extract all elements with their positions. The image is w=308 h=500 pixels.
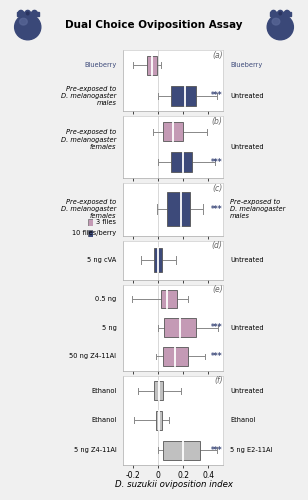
Bar: [163, 440, 200, 460]
Text: 50 ng Z4-11Al: 50 ng Z4-11Al: [69, 354, 116, 360]
Text: (b): (b): [212, 117, 223, 126]
Text: Pre-exposed to
D. melanogaster
males: Pre-exposed to D. melanogaster males: [230, 198, 286, 220]
Text: Untreated: Untreated: [230, 324, 264, 330]
Ellipse shape: [267, 14, 294, 40]
Text: Dual Choice Oviposition Assay: Dual Choice Oviposition Assay: [65, 20, 243, 30]
Text: D. suzukii oviposition index: D. suzukii oviposition index: [115, 480, 233, 489]
Text: Untreated: Untreated: [230, 144, 264, 150]
Ellipse shape: [15, 14, 41, 40]
Bar: [155, 381, 163, 400]
Bar: [155, 248, 162, 272]
Text: Untreated: Untreated: [230, 388, 264, 394]
Bar: [270, 12, 291, 16]
Text: (a): (a): [212, 50, 223, 59]
Text: ***: ***: [211, 446, 223, 454]
Text: Blueberry: Blueberry: [84, 62, 116, 68]
Ellipse shape: [20, 18, 27, 25]
Text: 5 ng cVA: 5 ng cVA: [87, 257, 116, 263]
Text: Ethanol: Ethanol: [91, 418, 116, 424]
Text: Pre-exposed to
D. melanogaster
females: Pre-exposed to D. melanogaster females: [61, 198, 116, 220]
Bar: [171, 86, 196, 106]
Text: ***: ***: [211, 323, 223, 332]
Text: Ethanol: Ethanol: [91, 388, 116, 394]
Text: 0.5 ng: 0.5 ng: [95, 296, 116, 302]
Bar: [17, 12, 38, 16]
Ellipse shape: [272, 18, 280, 25]
Circle shape: [278, 10, 283, 16]
Bar: [156, 411, 162, 430]
Text: 3 flies: 3 flies: [96, 220, 116, 226]
Bar: [147, 56, 157, 75]
Circle shape: [32, 10, 37, 16]
Circle shape: [271, 10, 276, 16]
Text: Pre-exposed to
D. melanogaster
males: Pre-exposed to D. melanogaster males: [61, 86, 116, 106]
Text: 5 ng: 5 ng: [102, 324, 116, 330]
Circle shape: [18, 10, 24, 16]
Text: 5 ng E2-11Al: 5 ng E2-11Al: [230, 447, 273, 453]
Text: Ethanol: Ethanol: [230, 418, 255, 424]
Text: Blueberry: Blueberry: [230, 62, 262, 68]
Bar: [163, 122, 183, 142]
Text: ***: ***: [211, 158, 223, 167]
Text: (f): (f): [214, 376, 223, 386]
Bar: [167, 192, 189, 226]
Circle shape: [26, 12, 29, 15]
Bar: [164, 318, 196, 337]
Text: (e): (e): [212, 285, 223, 294]
Text: ***: ***: [211, 92, 223, 100]
Text: (c): (c): [213, 184, 223, 192]
Circle shape: [284, 10, 290, 16]
Text: Pre-exposed to
D. melanogaster
females: Pre-exposed to D. melanogaster females: [61, 129, 116, 150]
Circle shape: [279, 12, 282, 15]
Text: ***: ***: [211, 352, 223, 361]
Bar: [171, 152, 192, 172]
Text: 5 ng Z4-11Al: 5 ng Z4-11Al: [74, 447, 116, 453]
Bar: [163, 348, 188, 366]
Bar: [161, 290, 177, 308]
Text: (d): (d): [212, 242, 223, 250]
Text: 10 flies/berry: 10 flies/berry: [72, 230, 116, 236]
Text: Untreated: Untreated: [230, 93, 264, 99]
Text: ***: ***: [211, 204, 223, 214]
Text: Untreated: Untreated: [230, 257, 264, 263]
Circle shape: [25, 10, 30, 16]
